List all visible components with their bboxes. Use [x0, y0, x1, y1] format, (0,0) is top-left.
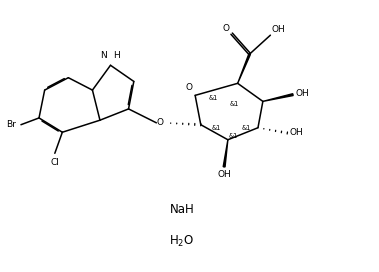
Polygon shape [238, 54, 251, 83]
Text: OH: OH [290, 128, 303, 137]
Text: OH: OH [272, 25, 286, 34]
Text: N: N [100, 51, 107, 60]
Text: H$_2$O: H$_2$O [169, 234, 194, 249]
Text: OH: OH [217, 170, 231, 179]
Text: &1: &1 [241, 125, 251, 131]
Text: O: O [223, 24, 230, 33]
Text: H: H [113, 51, 120, 60]
Text: &1: &1 [208, 95, 218, 101]
Text: &1: &1 [212, 125, 221, 131]
Text: OH: OH [295, 89, 309, 98]
Text: &1: &1 [229, 101, 238, 107]
Text: &1: &1 [228, 133, 237, 139]
Text: Br: Br [6, 120, 16, 129]
Text: O: O [185, 83, 192, 92]
Text: O: O [157, 118, 164, 127]
Polygon shape [263, 94, 293, 101]
Text: NaH: NaH [169, 203, 194, 216]
Text: Cl: Cl [50, 158, 59, 167]
Polygon shape [223, 140, 228, 167]
